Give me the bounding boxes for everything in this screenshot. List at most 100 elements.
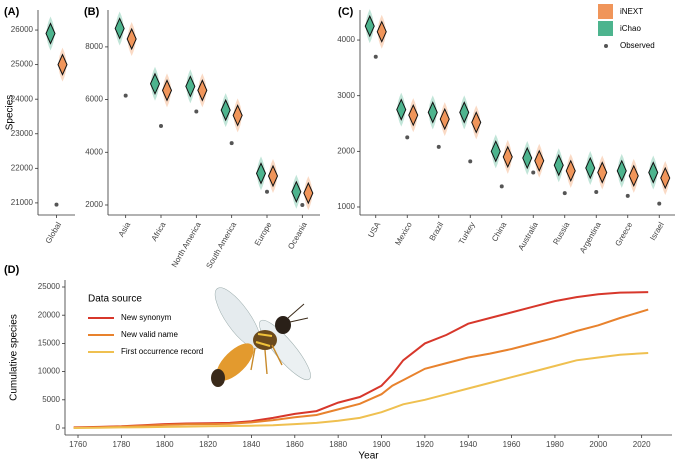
legend-key [598, 21, 613, 36]
x-tick-label: South America [204, 220, 238, 270]
x-tick-label: Oceania [286, 220, 309, 251]
bee-illustration [211, 287, 311, 387]
estimate-diamond [185, 75, 196, 98]
y-tick-label: 26000 [11, 25, 34, 34]
y-tick-label: 0 [56, 423, 61, 432]
estimate-diamond [628, 164, 639, 188]
estimate-diamond [114, 17, 125, 40]
estimate-diamond [490, 140, 501, 163]
y-tick-label: 25000 [11, 60, 34, 69]
x-tick-label: 1820 [199, 440, 217, 449]
y-tick-label: 15000 [38, 339, 61, 348]
y-tick-label: 4000 [337, 35, 355, 44]
x-tick-label: 1800 [156, 440, 174, 449]
x-tick-label: 1940 [459, 440, 477, 449]
x-tick-label: Greece [613, 220, 634, 248]
estimate-diamond [502, 145, 513, 169]
estimate-diamond [427, 101, 438, 124]
x-tick-label: Brazil [428, 220, 446, 242]
x-tick-label: 2000 [589, 440, 607, 449]
legend-title: Data source [88, 294, 142, 305]
estimate-diamond [471, 111, 482, 134]
estimate-diamond [585, 156, 596, 180]
estimate-diamond [597, 161, 608, 184]
estimate-diamond [376, 20, 387, 43]
x-tick-label: Australia [516, 220, 540, 252]
observed-point [300, 202, 305, 207]
y-axis-title: Cumulative species [9, 314, 20, 401]
x-tick-label: USA [366, 220, 382, 239]
x-tick-label: Turkey [457, 221, 477, 246]
x-tick-label: 1780 [112, 440, 130, 449]
y-tick-label: 10000 [38, 367, 61, 376]
estimate-diamond [57, 53, 68, 76]
estimate-diamond [303, 181, 314, 205]
series-line [73, 352, 649, 429]
x-tick-label: 1980 [546, 440, 564, 449]
observed-point [194, 109, 199, 114]
estimate-diamond [553, 154, 564, 177]
panel-label: (A) [4, 6, 20, 18]
observed-point [265, 189, 269, 194]
y-tick-label: 22000 [11, 163, 34, 172]
estimate-diamond [396, 98, 407, 121]
y-tick-label: 8000 [85, 42, 103, 51]
y-tick-label: 4000 [85, 147, 103, 156]
estimate-diamond [660, 166, 671, 190]
panel-label: (D) [4, 264, 20, 276]
observed-point [436, 144, 441, 149]
x-tick-label: 1840 [243, 440, 261, 449]
estimate-diamond [232, 104, 243, 127]
estimate-diamond [267, 164, 279, 188]
observed-point [54, 202, 59, 207]
x-tick-label: Argentina [578, 220, 603, 255]
legend-key [604, 44, 608, 48]
x-tick-label: 1900 [373, 440, 391, 449]
x-tick-label: 1920 [416, 440, 434, 449]
estimate-diamond [126, 27, 137, 51]
observed-point [405, 135, 410, 140]
observed-point [468, 159, 473, 164]
x-tick-label: Mexico [393, 220, 414, 247]
x-tick-label: 1860 [286, 440, 304, 449]
x-tick-label: China [490, 220, 509, 243]
x-axis-title: Year [358, 451, 379, 462]
series-line [73, 308, 649, 429]
x-tick-label: 1760 [69, 440, 87, 449]
x-tick-label: Asia [117, 220, 133, 238]
estimate-diamond [616, 159, 627, 183]
observed-point [657, 201, 662, 206]
legend-label: Observed [620, 41, 655, 50]
legend-label: New synonym [121, 313, 172, 322]
x-tick-label: Russia [551, 220, 571, 246]
observed-point [373, 54, 378, 59]
estimate-diamond [408, 103, 419, 127]
y-tick-label: 24000 [11, 94, 34, 103]
estimate-diamond [220, 98, 231, 122]
x-tick-label: Global [44, 220, 63, 245]
legend-label: New valid name [121, 330, 178, 339]
observed-point [159, 123, 163, 128]
estimate-diamond [364, 14, 375, 38]
estimate-diamond [197, 79, 208, 102]
estimate-diamond [459, 101, 470, 124]
estimate-diamond [45, 22, 56, 45]
estimate-diamond [522, 146, 533, 170]
x-tick-label: 1880 [329, 440, 347, 449]
legend-label: First occurrence record [121, 347, 203, 356]
observed-point [229, 141, 234, 146]
panel-label: (B) [84, 6, 100, 18]
estimate-diamond [149, 72, 161, 95]
y-tick-label: 3000 [337, 91, 355, 100]
legend-label: iChao [620, 24, 641, 33]
estimate-diamond [291, 180, 302, 204]
observed-point [594, 189, 599, 194]
y-tick-label: 2000 [337, 146, 355, 155]
estimate-diamond [534, 149, 545, 173]
y-tick-label: 23000 [11, 129, 34, 138]
panel-label: (C) [338, 6, 354, 18]
observed-point [123, 93, 128, 98]
x-tick-label: Europe [253, 220, 274, 247]
observed-point [499, 184, 504, 189]
